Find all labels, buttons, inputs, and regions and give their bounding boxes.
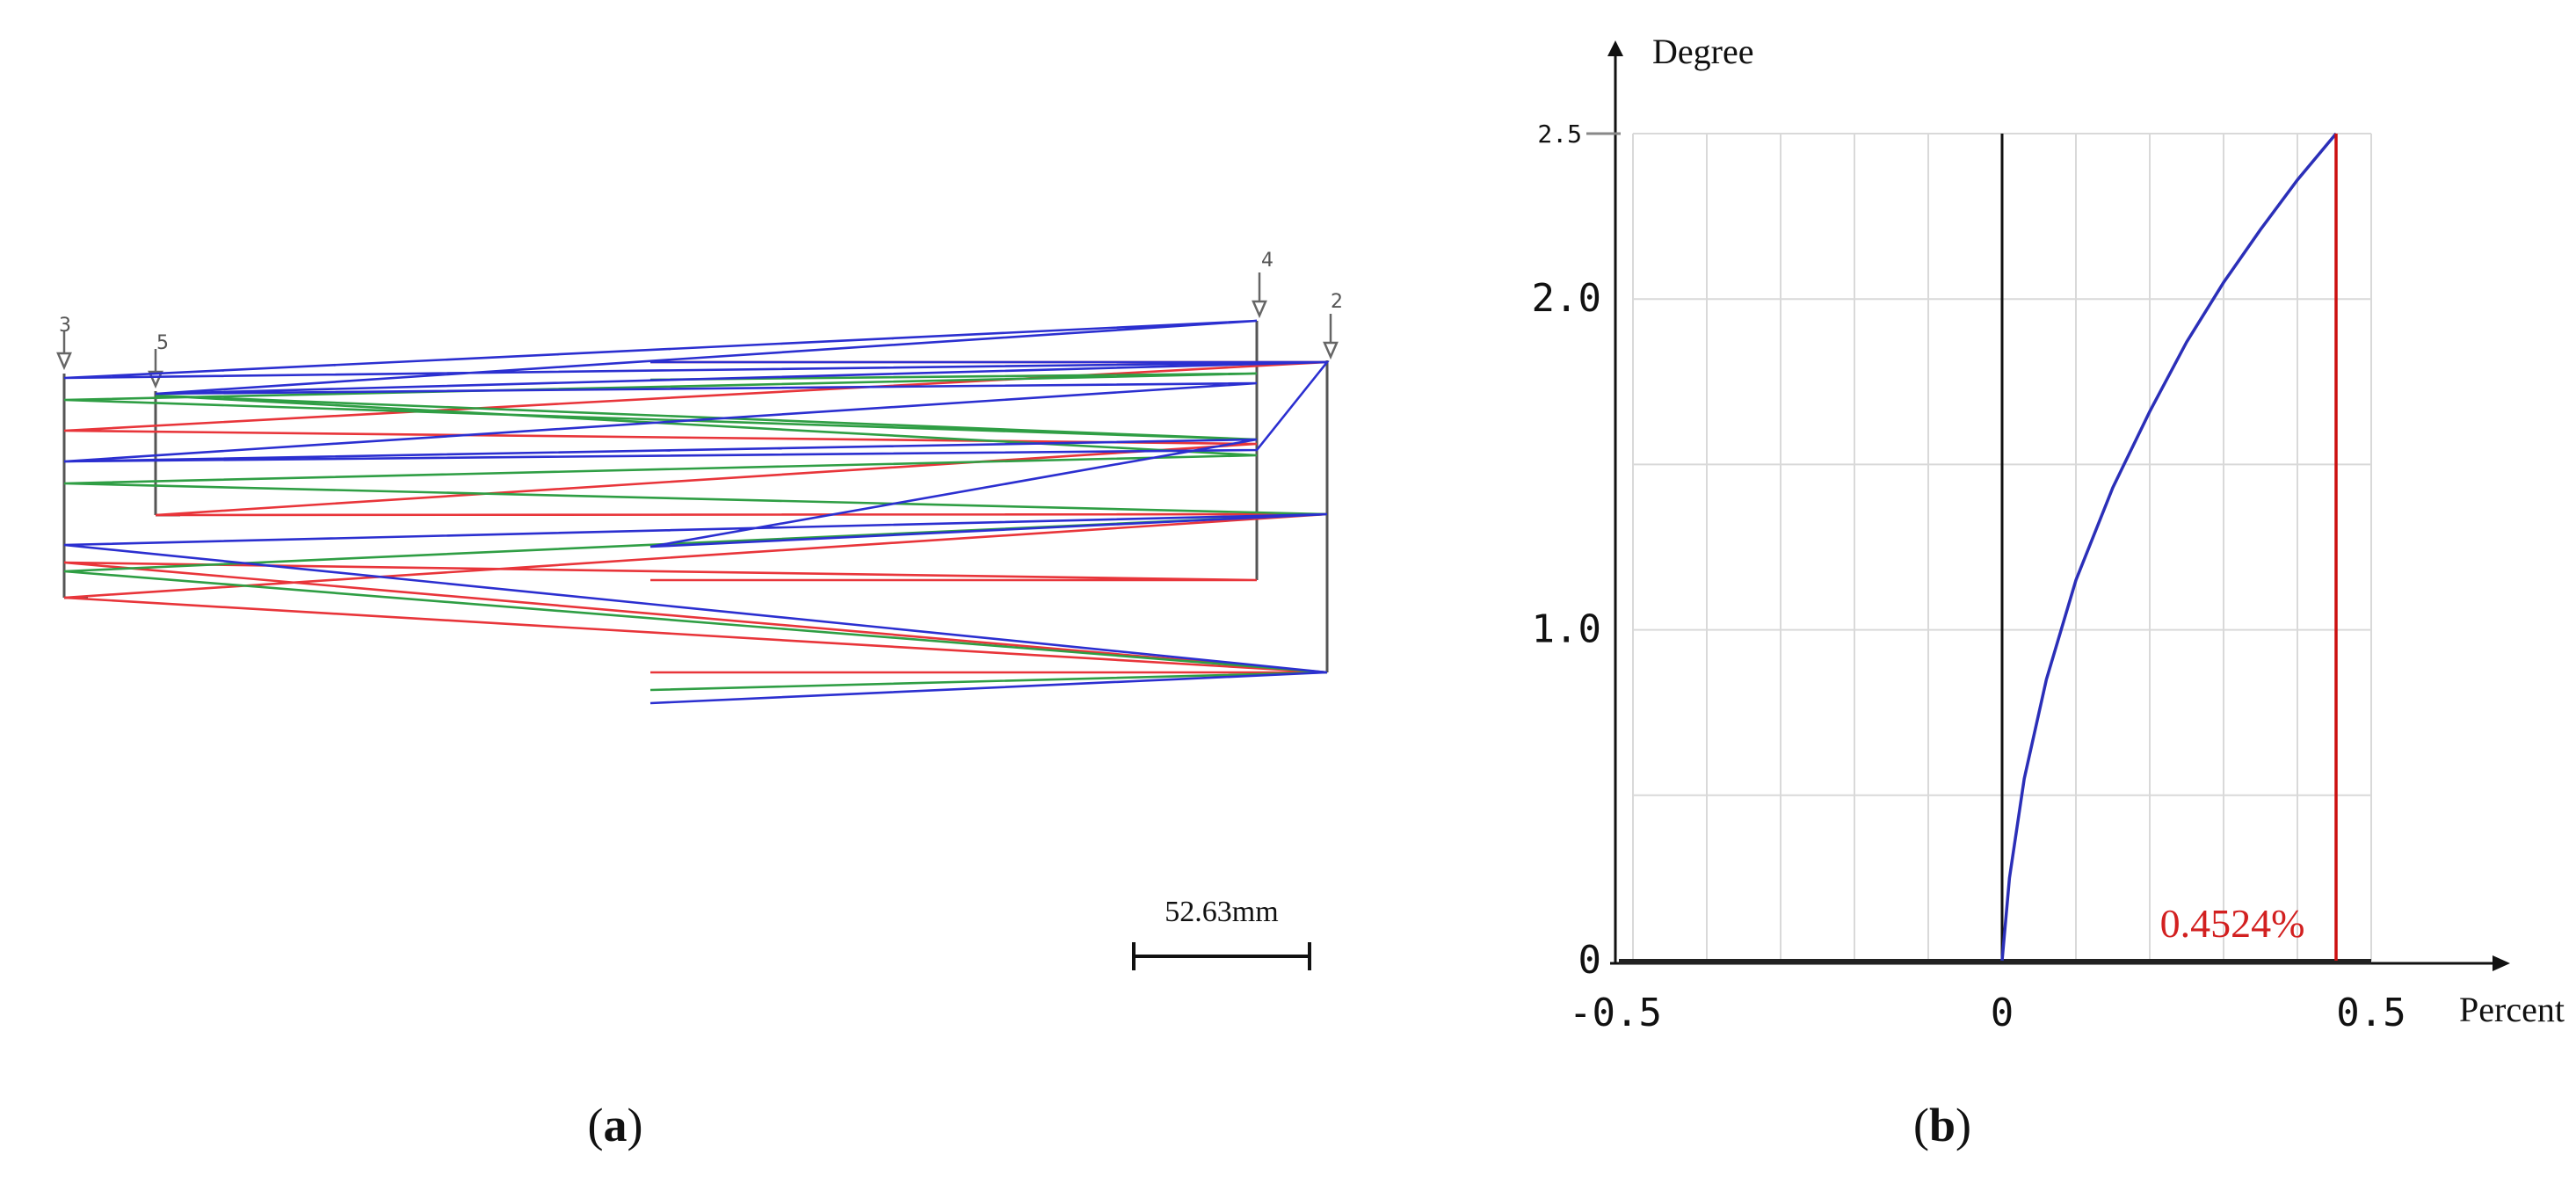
ray-paths [63,319,1330,705]
x-tick-label: -0.5 [1569,991,1662,1035]
x-tick-label: 0 [1991,991,2014,1035]
caption-a-letter: a [604,1099,628,1151]
surface-pointers [56,272,1339,389]
x-axis-title: Percent [2459,990,2565,1029]
distortion-curve [2000,132,2338,962]
optical-layout-diagram: 3 5 4 2 52.63mm (a) [56,250,1343,1151]
surface-labels: 3 5 4 2 [59,250,1343,354]
y-tick-label: 0 [1578,938,1602,983]
surface-2-pointer-icon [1323,341,1339,360]
ray-red-secondary [63,561,1328,674]
surface-3-pointer-icon [56,352,72,371]
chart-axes [1607,40,2510,971]
surface-5-pointer-icon [148,370,163,389]
surface-label-4: 4 [1261,250,1273,272]
chart-annotations: 0.4524% [2160,134,2338,961]
surface-4-pointer-icon [1252,300,1267,319]
caption-b-close: ) [1956,1099,1971,1151]
surface-label-2: 2 [1331,291,1343,313]
caption-a: (a) [588,1099,643,1151]
surface-label-5: 5 [156,332,169,354]
caption-a-open: ( [588,1099,604,1151]
ray-red [63,360,1328,674]
y-tick-label: 1.0 [1532,607,1601,652]
x-tick-label: 0.5 [2336,991,2405,1035]
ray-blue-secondary [63,360,1330,463]
scale-bar: 52.63mm [1132,896,1311,970]
surface-label-3: 3 [59,315,71,337]
caption-b-letter: b [1929,1099,1956,1151]
caption-b-open: ( [1913,1099,1929,1151]
caption-b: (b) [1913,1099,1971,1151]
max-distortion-label: 0.4524% [2160,901,2305,946]
scale-bar-label: 52.63mm [1165,896,1278,928]
y-tick-label: 2.5 [1537,120,1582,149]
chart-tick-labels: 0 1.0 2.0 2.5 -0.5 0 0.5 Degree Percent [1532,32,2565,1035]
caption-a-close: ) [628,1099,643,1151]
y-axis-arrow-icon [1607,40,1623,56]
x-axis-arrow-icon [2493,955,2510,971]
chart-series [2000,132,2338,962]
y-axis-title: Degree [1652,32,1753,71]
y-tick-label: 2.0 [1532,276,1601,321]
